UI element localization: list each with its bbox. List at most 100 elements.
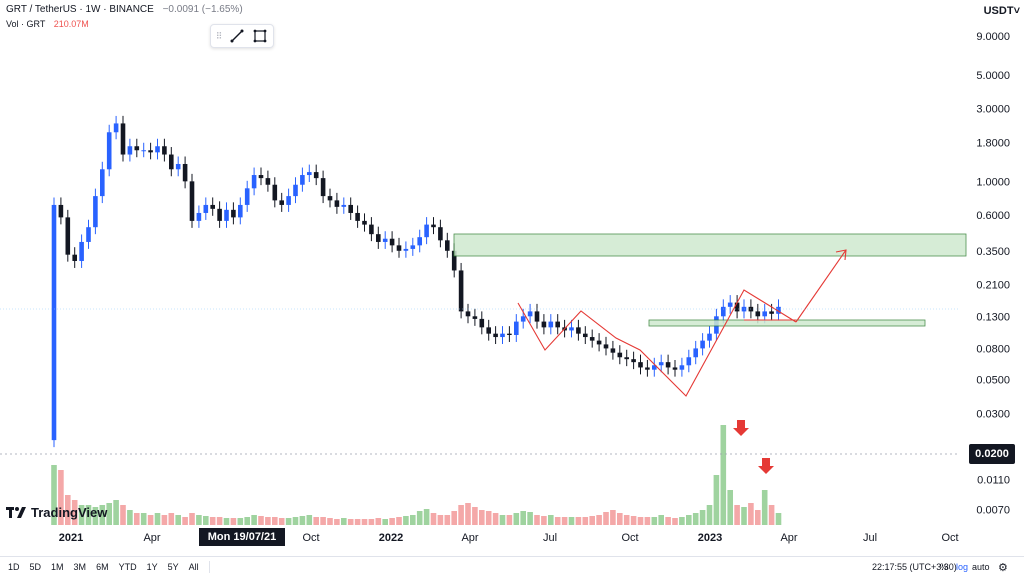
volume-bar	[761, 490, 768, 525]
candle-body	[155, 146, 160, 153]
volume-bar	[320, 517, 326, 525]
gear-icon[interactable]: ⚙	[998, 561, 1008, 574]
volume-bar	[610, 510, 616, 525]
projection-arrow-head	[835, 249, 847, 261]
candle-body	[244, 188, 250, 205]
volume-bars	[51, 425, 782, 525]
support-zone	[648, 319, 926, 327]
x-tick-label: 2023	[698, 532, 722, 544]
x-tick-label: Apr	[780, 532, 797, 544]
candle-body	[486, 327, 491, 334]
tradingview-logo[interactable]: TradingView	[6, 505, 107, 520]
volume-bar	[354, 519, 361, 525]
timeframe-1m[interactable]: 1M	[51, 562, 64, 572]
volume-bar	[230, 518, 237, 525]
clock-time[interactable]: 22:17:55 (UTC+3:30)	[872, 562, 957, 572]
volume-bar	[727, 490, 733, 525]
volume-bar	[237, 518, 244, 525]
y-tick-label: 0.1300	[976, 311, 1010, 323]
candle-body	[693, 348, 698, 358]
price-chart[interactable]: 9.0000 5.0000 3.0000 1.8000 1.0000 0.6000 0.35…	[0, 0, 1024, 556]
trend-line-tool-icon[interactable]	[227, 27, 247, 45]
volume-bar	[278, 518, 285, 525]
candle-body	[79, 241, 84, 261]
timeframe-5y[interactable]: 5Y	[167, 562, 179, 572]
currency-selector[interactable]: USDT˅	[984, 5, 1020, 17]
timeframe-3m[interactable]: 3M	[73, 562, 87, 572]
volume-bar	[216, 517, 223, 525]
candle-body	[445, 240, 450, 251]
volume-bar	[561, 517, 568, 525]
volume-bar	[582, 517, 589, 525]
timeframe-6m[interactable]: 6M	[96, 562, 109, 572]
candle-body	[762, 311, 767, 317]
candle-body	[617, 352, 623, 358]
candle-body	[624, 357, 629, 360]
volume-bar	[51, 465, 57, 525]
timeframe-1d[interactable]: 1D	[8, 562, 20, 572]
drag-handle-icon[interactable]: ⠿	[215, 30, 223, 41]
candle-body	[327, 196, 333, 201]
candle-body	[279, 200, 284, 205]
candle-body	[382, 238, 388, 242]
timeframe-1y[interactable]: 1Y	[146, 562, 158, 572]
volume-bar	[161, 515, 168, 525]
candle-body	[520, 316, 526, 322]
volume-bar	[430, 513, 437, 525]
volume-bar	[140, 513, 147, 525]
volume-bar	[182, 517, 188, 525]
volume-bar	[92, 507, 99, 525]
x-tick-label: 2022	[379, 532, 403, 544]
volume-bar	[347, 519, 354, 525]
volume-bar	[679, 517, 685, 525]
volume-bar	[127, 510, 133, 525]
timeframe-ytd[interactable]: YTD	[118, 562, 137, 572]
rectangle-tool-icon[interactable]	[250, 27, 270, 45]
timeframe-all[interactable]: All	[188, 562, 199, 572]
volume-bar	[644, 517, 651, 525]
candle-body	[638, 362, 643, 368]
bottom-toolbar: 1D 5D 1M 3M 6M YTD 1Y 5Y All 22:17:55 (U…	[0, 556, 1024, 577]
candle-body	[169, 154, 174, 170]
y-tick-label: 0.3500	[976, 246, 1010, 258]
candle-body	[120, 123, 126, 155]
volume-value: 210.07M	[53, 19, 89, 29]
crosshair-date-tag: Mon 19/07/21	[199, 528, 285, 546]
y-tick-label: 3.0000	[976, 104, 1010, 116]
percent-toggle[interactable]: %	[940, 562, 949, 572]
candle-body	[721, 306, 726, 317]
volume-bar	[437, 515, 444, 525]
volume-bar	[189, 513, 195, 525]
candle-body	[182, 163, 188, 182]
x-tick-label: Apr	[143, 532, 160, 544]
candle-body	[141, 150, 146, 152]
volume-bar	[699, 510, 706, 525]
volume-bar	[299, 516, 306, 525]
candle-body	[631, 359, 636, 363]
candle-body	[100, 169, 105, 197]
volume-bar	[534, 515, 540, 525]
y-tick-label: 0.0500	[976, 375, 1010, 387]
log-toggle[interactable]: log	[956, 562, 969, 572]
x-tick-label: Oct	[941, 532, 958, 544]
time-axis: 2021 Apr Oct 2022 Apr Jul Oct 2023 Apr Jul Oct	[59, 532, 959, 544]
candle-body	[438, 227, 443, 241]
volume-bar	[113, 500, 119, 525]
candle-body	[396, 245, 402, 251]
timeframe-5d[interactable]: 5D	[29, 562, 42, 572]
volume-bar	[265, 517, 271, 525]
volume-bar	[99, 505, 106, 525]
candle-body	[389, 238, 395, 246]
volume-bar	[203, 516, 209, 525]
candle-body	[403, 248, 409, 251]
auto-toggle[interactable]: auto	[972, 562, 990, 572]
candle-body	[569, 327, 574, 331]
volume-bar	[734, 505, 740, 525]
candle-body	[610, 348, 616, 353]
x-tick-label: Apr	[461, 532, 478, 544]
volume-bar	[327, 518, 333, 525]
candle-body	[286, 196, 291, 205]
candle-body	[189, 181, 195, 221]
candle-body	[465, 311, 471, 317]
candle-body	[707, 333, 712, 341]
